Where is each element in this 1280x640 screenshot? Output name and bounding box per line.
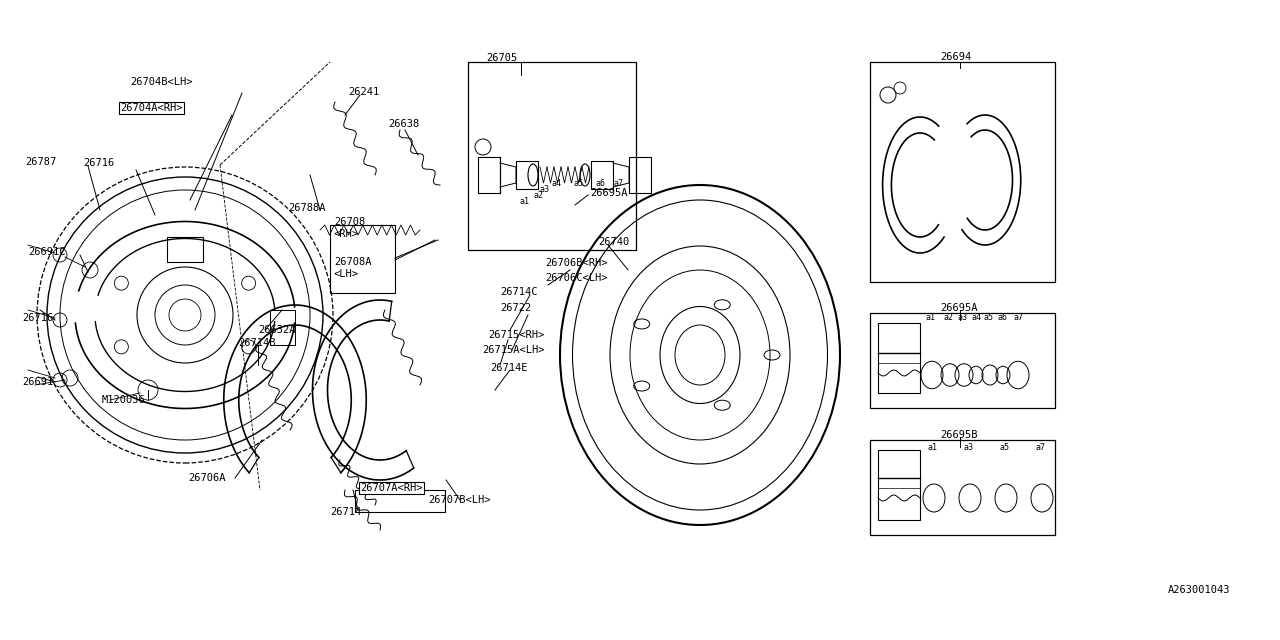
Text: 26707A<RH>: 26707A<RH> [360,483,422,493]
Text: a2: a2 [532,191,543,200]
Text: 26691C: 26691C [28,247,65,257]
Text: a1: a1 [928,442,938,451]
Text: a7: a7 [614,179,625,188]
Text: 26715A<LH>: 26715A<LH> [483,345,544,355]
Polygon shape [500,163,516,183]
Text: a5: a5 [573,179,584,188]
Text: 26691: 26691 [22,377,54,387]
Bar [477,157,500,193]
Text: 26714C: 26714C [500,287,538,297]
Text: 26695A: 26695A [590,188,627,198]
Text: 26632A: 26632A [259,325,296,335]
Bar [270,310,294,345]
Text: 26705: 26705 [486,53,517,63]
Text: a4: a4 [550,179,561,188]
Text: 26695A: 26695A [940,303,978,313]
Text: 26695B: 26695B [940,430,978,440]
Bar [870,313,1055,408]
Bar [516,161,538,189]
Text: 26716: 26716 [22,313,54,323]
Text: 26694: 26694 [940,52,972,62]
Text: a4: a4 [972,314,980,323]
Text: 26788A: 26788A [288,203,325,213]
Text: 26714: 26714 [330,507,361,517]
Text: 26638: 26638 [388,119,420,129]
Text: M120036: M120036 [102,395,146,405]
Text: 26708A
<LH>: 26708A <LH> [334,257,371,279]
Bar [628,157,652,193]
Text: a5: a5 [1000,442,1010,451]
Text: a3: a3 [957,314,968,323]
Text: 26715<RH>: 26715<RH> [488,330,544,340]
Text: 26704B<LH>: 26704B<LH> [131,77,192,87]
Text: a5: a5 [984,314,995,323]
Bar [591,161,613,189]
Text: A263001043: A263001043 [1167,585,1230,595]
Text: a6: a6 [998,314,1009,323]
Text: a1: a1 [925,314,934,323]
Text: a2: a2 [943,314,954,323]
Bar [166,237,204,262]
Text: 26707B<LH>: 26707B<LH> [428,495,490,505]
Bar [870,440,1055,535]
Text: 26714E: 26714E [490,363,527,373]
Text: 26716: 26716 [83,158,114,168]
Bar [355,490,445,512]
Text: a1: a1 [520,196,530,205]
Text: a3: a3 [540,184,550,193]
Text: 26706B<RH>: 26706B<RH> [545,258,608,268]
Bar [878,450,920,520]
Bar [878,323,920,393]
Text: 26714B: 26714B [238,338,275,348]
Text: a6: a6 [596,179,605,188]
Text: a7: a7 [1036,442,1046,451]
Text: 26706C<LH>: 26706C<LH> [545,273,608,283]
Text: 26740: 26740 [598,237,630,247]
Bar [870,62,1055,282]
Text: a7: a7 [1012,314,1023,323]
Text: a3: a3 [964,442,974,451]
Text: 26787: 26787 [26,157,56,167]
Text: 26241: 26241 [348,87,379,97]
Text: 26722: 26722 [500,303,531,313]
Bar [468,62,636,250]
Text: 26706A: 26706A [188,473,225,483]
Text: 26704A<RH>: 26704A<RH> [120,103,183,113]
Bar [330,225,396,293]
Text: 26708
<RH>: 26708 <RH> [334,217,365,239]
